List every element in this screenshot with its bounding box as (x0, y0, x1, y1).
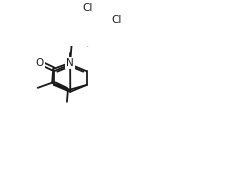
Text: O: O (35, 57, 44, 68)
Text: Cl: Cl (111, 15, 121, 25)
Text: Cl: Cl (82, 3, 93, 13)
Text: N: N (66, 58, 74, 68)
